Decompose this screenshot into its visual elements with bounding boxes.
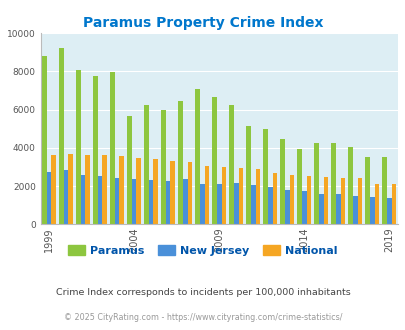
Bar: [382, 157, 386, 224]
Bar: [102, 155, 107, 224]
Bar: [153, 159, 158, 224]
Bar: [250, 185, 255, 224]
Bar: [204, 166, 209, 224]
Bar: [272, 173, 277, 224]
Bar: [289, 175, 294, 224]
Bar: [340, 178, 344, 224]
Text: Crime Index corresponds to incidents per 100,000 inhabitants: Crime Index corresponds to incidents per…: [55, 287, 350, 297]
Bar: [233, 183, 238, 224]
Bar: [335, 194, 340, 224]
Text: © 2025 CityRating.com - https://www.cityrating.com/crime-statistics/: © 2025 CityRating.com - https://www.city…: [64, 313, 341, 322]
Bar: [229, 105, 233, 224]
Bar: [127, 116, 132, 224]
Bar: [42, 56, 47, 224]
Bar: [76, 70, 81, 224]
Bar: [347, 147, 352, 224]
Bar: [110, 72, 115, 224]
Bar: [132, 180, 136, 224]
Bar: [183, 180, 187, 224]
Bar: [323, 177, 327, 224]
Bar: [297, 149, 301, 224]
Bar: [255, 169, 260, 224]
Bar: [51, 154, 56, 224]
Bar: [238, 168, 243, 224]
Bar: [187, 162, 192, 224]
Bar: [280, 139, 284, 224]
Bar: [68, 153, 73, 224]
Bar: [47, 172, 51, 224]
Bar: [64, 170, 68, 224]
Bar: [364, 157, 369, 224]
Legend: Paramus, New Jersey, National: Paramus, New Jersey, National: [64, 241, 341, 260]
Bar: [119, 156, 124, 224]
Bar: [212, 97, 216, 224]
Bar: [386, 198, 391, 224]
Bar: [246, 126, 250, 224]
Bar: [374, 184, 378, 224]
Bar: [136, 158, 141, 224]
Bar: [85, 154, 90, 224]
Bar: [369, 197, 374, 224]
Bar: [267, 187, 272, 224]
Bar: [221, 167, 226, 224]
Bar: [318, 194, 323, 224]
Bar: [115, 178, 119, 224]
Bar: [301, 191, 306, 224]
Bar: [391, 184, 395, 224]
Bar: [330, 143, 335, 224]
Bar: [166, 182, 170, 224]
Bar: [144, 105, 149, 224]
Bar: [59, 48, 64, 224]
Bar: [313, 143, 318, 224]
Bar: [352, 196, 357, 224]
Bar: [170, 161, 175, 224]
Bar: [199, 184, 204, 224]
Bar: [81, 175, 85, 224]
Text: Paramus Property Crime Index: Paramus Property Crime Index: [83, 16, 322, 30]
Bar: [98, 176, 102, 224]
Bar: [284, 190, 289, 224]
Bar: [357, 179, 361, 224]
Bar: [263, 129, 267, 224]
Bar: [149, 181, 153, 224]
Bar: [306, 176, 310, 224]
Bar: [216, 184, 221, 224]
Bar: [161, 110, 166, 224]
Bar: [178, 101, 183, 224]
Bar: [195, 88, 199, 224]
Bar: [93, 76, 98, 224]
